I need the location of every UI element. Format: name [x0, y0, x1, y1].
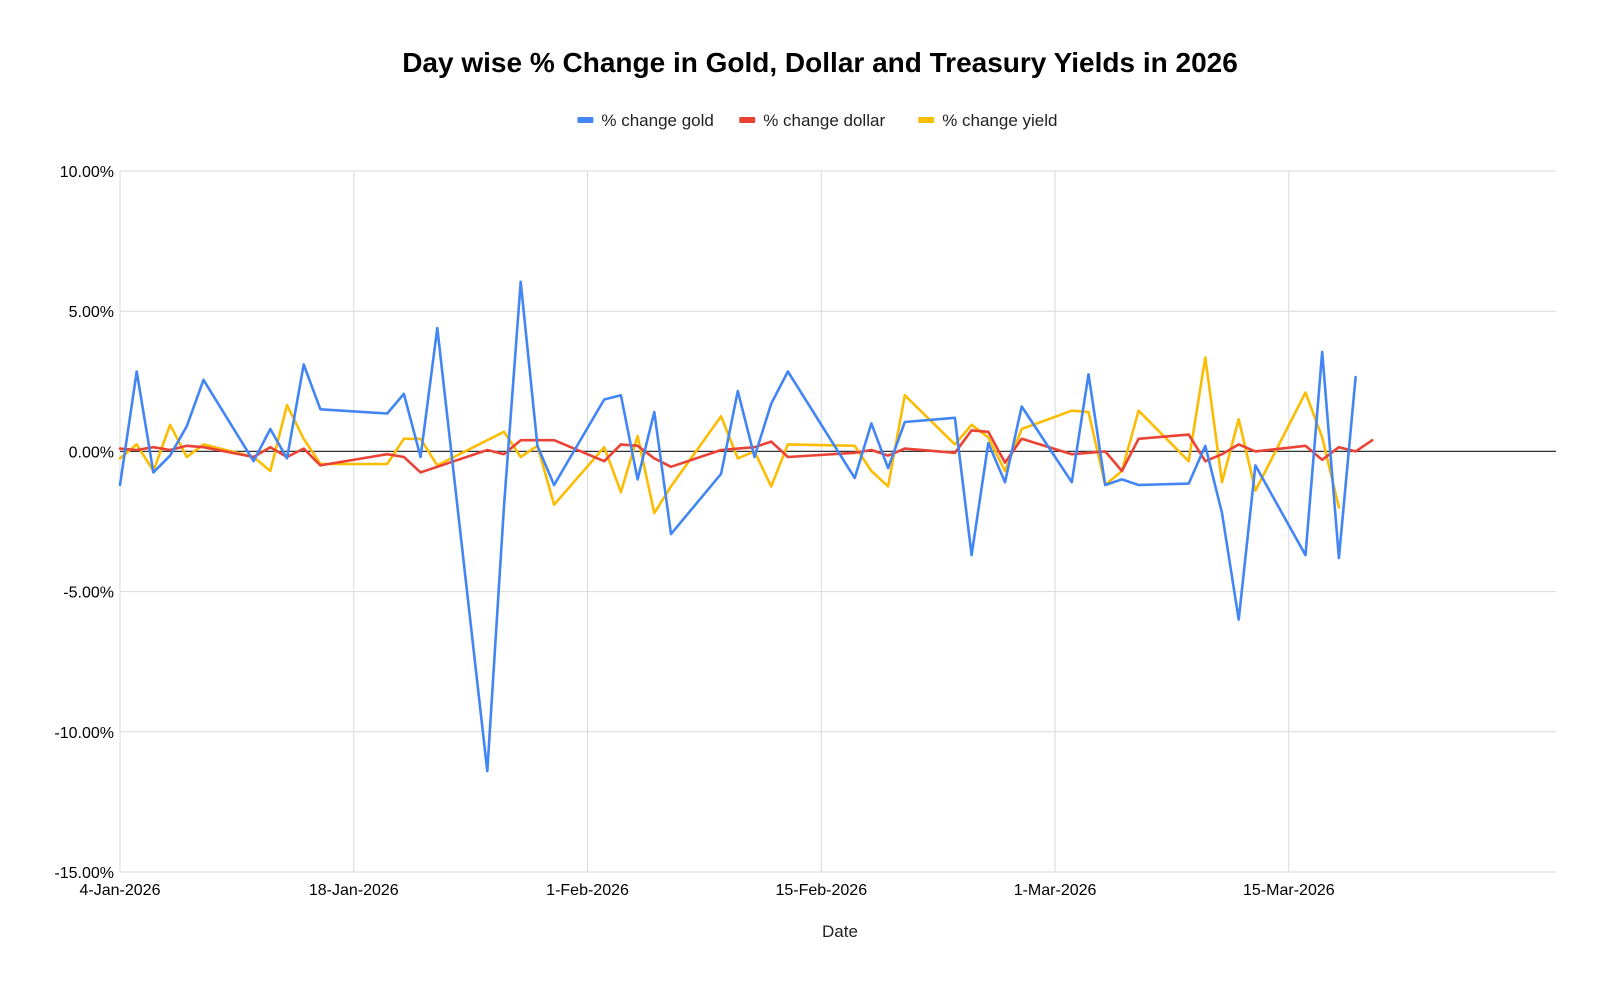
legend-item-2[interactable]: % change yield	[918, 111, 1058, 130]
series-line-0	[118, 280, 1357, 773]
legend: % change gold % change dollar % change yie…	[577, 111, 1058, 130]
grid	[119, 170, 1556, 873]
legend-swatch	[918, 117, 935, 123]
series-line-1	[118, 429, 1374, 474]
legend-item-0[interactable]: % change gold	[577, 111, 714, 130]
x-tick-label: 1-Feb-2026	[546, 882, 629, 899]
x-axis-title: Date	[822, 922, 858, 941]
chart-title: Day wise % Change in Gold, Dollar and Tr…	[402, 47, 1238, 78]
y-tick-label: -10.00%	[54, 725, 114, 742]
y-tick-label: -15.00%	[54, 865, 114, 882]
x-tick-label: 15-Mar-2026	[1243, 882, 1335, 899]
y-tick-label: 10.00%	[60, 164, 114, 181]
y-axis-ticks: 10.00% 5.00% 0.00% -5.00% -10.00% -15.00%	[54, 164, 114, 882]
legend-swatch	[739, 117, 756, 123]
x-tick-label: 1-Mar-2026	[1014, 882, 1097, 899]
legend-item-1[interactable]: % change dollar	[739, 111, 885, 130]
legend-label: % change gold	[601, 111, 713, 130]
y-tick-label: 5.00%	[69, 304, 114, 321]
x-tick-label: 15-Feb-2026	[775, 882, 867, 899]
legend-label: % change dollar	[763, 111, 885, 130]
x-axis-ticks: 4-Jan-2026 18-Jan-2026 1-Feb-2026 15-Feb-20…	[80, 882, 1335, 899]
series-lines	[118, 280, 1374, 773]
x-tick-label: 18-Jan-2026	[309, 882, 399, 899]
legend-swatch	[577, 117, 594, 123]
legend-label: % change yield	[942, 111, 1057, 130]
x-tick-label: 4-Jan-2026	[80, 882, 161, 899]
y-tick-label: -5.00%	[63, 585, 114, 602]
y-tick-label: 0.00%	[69, 444, 114, 461]
